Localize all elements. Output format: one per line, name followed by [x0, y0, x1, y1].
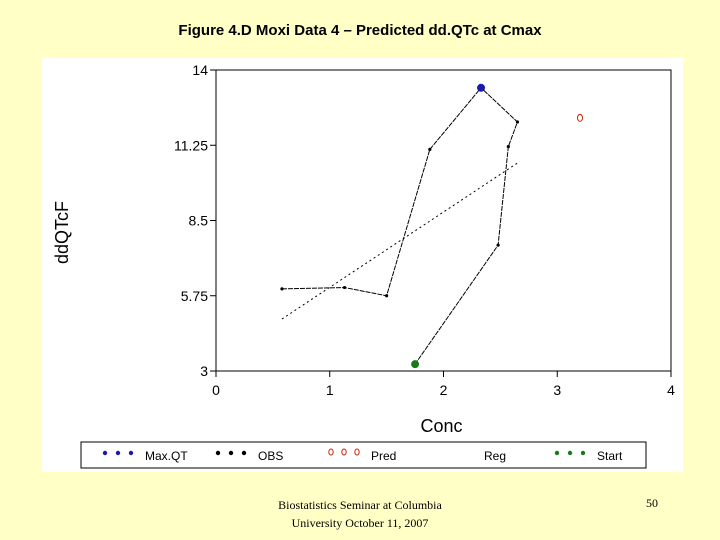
legend-symbol [215, 450, 221, 456]
legend-symbol [128, 450, 134, 456]
chart-labels: 0 1 2 3 4 3 5.75 8.5 11.25 14 Conc ddQTcF [52, 62, 675, 436]
legend-symbol [102, 450, 108, 456]
y-tick-label: 8.5 [189, 213, 209, 229]
legend-symbol [341, 448, 347, 456]
legend-symbol [328, 448, 334, 456]
legend-box [80, 441, 647, 469]
x-tick-label: 4 [667, 382, 675, 398]
obs-point [515, 120, 520, 124]
legend-label: Pred [371, 449, 396, 463]
slide-footer: Biostatistics Seminar at Columbia Univer… [236, 496, 484, 532]
legend-symbol [554, 450, 560, 456]
legend-label: Reg [484, 449, 506, 463]
plot-frame [215, 69, 672, 372]
footer-line-1: Biostatistics Seminar at Columbia [278, 498, 442, 512]
legend-label: OBS [258, 449, 283, 463]
legend-symbol [354, 448, 360, 456]
start-point [411, 360, 420, 369]
chart-svg: 0 1 2 3 4 3 5.75 8.5 11.25 14 Conc ddQTcF Max.QT OBS… [52, 62, 675, 469]
legend-symbol [115, 450, 121, 456]
y-axis-label: ddQTcF [52, 201, 72, 264]
plot-panel: 0 1 2 3 4 3 5.75 8.5 11.25 14 Conc ddQTcF Max.QT OBS… [42, 58, 683, 472]
obs-point [506, 145, 510, 149]
y-tick-label: 3 [200, 363, 208, 379]
obs-point [385, 294, 389, 298]
maxqt-point [477, 83, 486, 92]
x-axis-label: Conc [420, 416, 462, 436]
legend-symbol [228, 450, 234, 456]
x-tick-label: 1 [326, 382, 334, 398]
obs-point [428, 147, 432, 151]
footer-line-2: University October 11, 2007 [291, 516, 429, 530]
x-tick-label: 0 [212, 382, 220, 398]
chart-legend: Max.QT OBS Pred Reg Start [80, 441, 647, 469]
legend-label: Start [597, 449, 623, 463]
page-number: 50 [646, 496, 658, 510]
obs-point [496, 243, 500, 247]
slide-title: Figure 4.D Moxi Data 4 – Predicted dd.QT… [178, 22, 542, 39]
obs-point [342, 285, 347, 290]
chart-axes [210, 69, 672, 377]
chart-series [280, 83, 583, 369]
obs-point [280, 287, 284, 291]
reg-line [281, 162, 518, 320]
legend-symbol [567, 450, 573, 456]
y-tick-label: 5.75 [181, 288, 208, 304]
legend-label: Max.QT [145, 449, 188, 463]
legend-symbol [241, 450, 247, 456]
x-tick-label: 2 [440, 382, 448, 398]
y-tick-label: 11.25 [174, 137, 208, 153]
pred-point [577, 113, 583, 122]
y-tick-label: 14 [192, 62, 208, 78]
x-tick-label: 3 [553, 382, 561, 398]
legend-symbol [580, 450, 586, 456]
